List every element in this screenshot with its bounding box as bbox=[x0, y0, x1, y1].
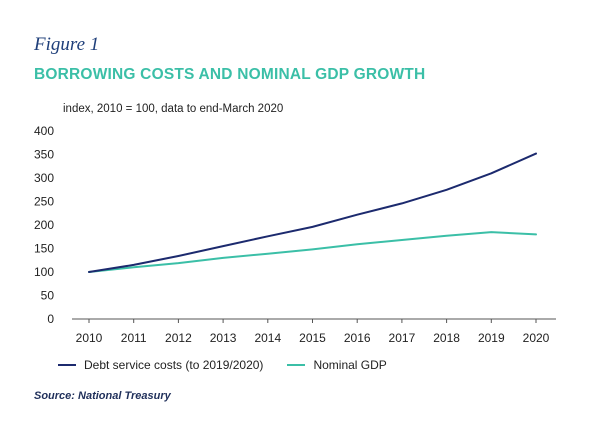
source-note: Source: National Treasury bbox=[34, 390, 171, 402]
legend-item-debt-service: Debt service costs (to 2019/2020) bbox=[58, 358, 263, 372]
legend-label-debt-service: Debt service costs (to 2019/2020) bbox=[84, 358, 264, 372]
y-tick-label: 200 bbox=[34, 218, 54, 232]
chart-legend: Debt service costs (to 2019/2020) Nomina… bbox=[58, 358, 411, 372]
x-tick-label: 2010 bbox=[76, 331, 103, 345]
y-tick-label: 150 bbox=[34, 242, 54, 256]
x-tick-label: 2013 bbox=[210, 331, 237, 345]
series-line-nominal-gdp bbox=[88, 231, 537, 273]
y-tick-label: 250 bbox=[34, 195, 54, 209]
y-tick-label: 0 bbox=[47, 312, 54, 326]
x-tick-label: 2014 bbox=[254, 331, 281, 345]
y-tick-label: 300 bbox=[34, 171, 54, 185]
x-tick-label: 2011 bbox=[121, 331, 147, 345]
x-tick-label: 2016 bbox=[344, 331, 371, 345]
figure-label: Figure 1 bbox=[34, 34, 100, 55]
x-tick-label: 2015 bbox=[299, 331, 326, 345]
x-tick-label: 2019 bbox=[478, 331, 505, 345]
legend-swatch-nominal-gdp bbox=[287, 364, 306, 366]
chart-title: BORROWING COSTS AND NOMINAL GDP GROWTH bbox=[34, 66, 426, 83]
y-tick-label: 50 bbox=[41, 289, 55, 303]
legend-swatch-debt-service bbox=[58, 364, 76, 366]
y-tick-label: 100 bbox=[34, 265, 54, 279]
x-tick-label: 2020 bbox=[523, 331, 550, 345]
y-tick-label: 350 bbox=[34, 148, 54, 162]
legend-label-nominal-gdp: Nominal GDP bbox=[313, 358, 387, 372]
legend-item-nominal-gdp: Nominal GDP bbox=[287, 358, 387, 372]
x-tick-label: 2012 bbox=[165, 331, 192, 345]
y-tick-label: 400 bbox=[34, 124, 54, 138]
series-line-debt-service bbox=[88, 152, 537, 273]
chart-subtitle: index, 2010 = 100, data to end-March 202… bbox=[63, 103, 284, 115]
x-tick-label: 2018 bbox=[433, 331, 460, 345]
x-tick-label: 2017 bbox=[389, 331, 416, 345]
